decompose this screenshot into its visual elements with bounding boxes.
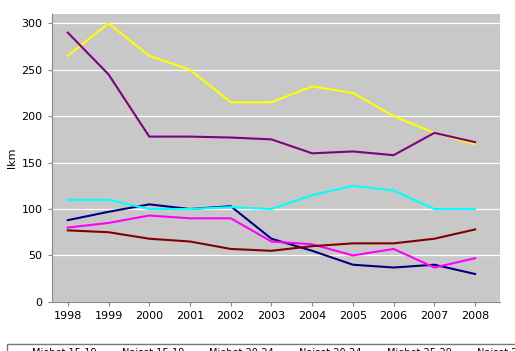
Naiset 25-29 <box>65 228 71 232</box>
Naiset 15-19 <box>106 221 112 225</box>
Naiset 20-24 <box>268 207 274 211</box>
Miehet 15-19 <box>65 218 71 222</box>
Miehet 15-19 <box>309 249 315 253</box>
Miehet 25-29 <box>350 149 356 153</box>
Legend: Miehet 15-19, Naiset 15-19, Miehet 20-24, Naiset 20-24, Miehet 25-29, Naiset 25-: Miehet 15-19, Naiset 15-19, Miehet 20-24… <box>7 344 515 351</box>
Naiset 20-24 <box>146 207 152 211</box>
Miehet 20-24 <box>228 100 234 104</box>
Naiset 20-24 <box>309 193 315 197</box>
Miehet 15-19 <box>350 263 356 267</box>
Miehet 25-29 <box>472 140 478 144</box>
Miehet 25-29 <box>187 134 193 139</box>
Miehet 25-29 <box>146 134 152 139</box>
Line: Miehet 20-24: Miehet 20-24 <box>68 23 475 144</box>
Naiset 25-29 <box>472 227 478 232</box>
Miehet 15-19 <box>390 265 397 270</box>
Naiset 20-24 <box>228 205 234 209</box>
Naiset 20-24 <box>350 184 356 188</box>
Naiset 15-19 <box>431 265 437 270</box>
Naiset 25-29 <box>146 237 152 241</box>
Miehet 15-19 <box>431 263 437 267</box>
Miehet 25-29 <box>431 131 437 135</box>
Naiset 25-29 <box>431 237 437 241</box>
Miehet 25-29 <box>390 153 397 157</box>
Naiset 15-19 <box>350 253 356 258</box>
Line: Miehet 15-19: Miehet 15-19 <box>68 204 475 274</box>
Naiset 15-19 <box>146 213 152 218</box>
Miehet 20-24 <box>309 84 315 88</box>
Naiset 25-29 <box>350 241 356 245</box>
Miehet 20-24 <box>187 68 193 72</box>
Naiset 15-19 <box>309 242 315 246</box>
Miehet 15-19 <box>472 272 478 276</box>
Naiset 20-24 <box>431 207 437 211</box>
Miehet 25-29 <box>65 31 71 35</box>
Naiset 25-29 <box>309 244 315 248</box>
Miehet 15-19 <box>106 210 112 214</box>
Miehet 15-19 <box>187 207 193 211</box>
Miehet 20-24 <box>65 54 71 58</box>
Miehet 20-24 <box>350 91 356 95</box>
Naiset 20-24 <box>65 198 71 202</box>
Naiset 25-29 <box>187 239 193 244</box>
Naiset 15-19 <box>187 216 193 220</box>
Miehet 20-24 <box>268 100 274 104</box>
Miehet 20-24 <box>472 142 478 146</box>
Miehet 25-29 <box>268 137 274 141</box>
Miehet 25-29 <box>106 72 112 77</box>
Naiset 20-24 <box>187 207 193 211</box>
Miehet 20-24 <box>390 114 397 118</box>
Naiset 15-19 <box>472 256 478 260</box>
Line: Naiset 20-24: Naiset 20-24 <box>68 186 475 209</box>
Naiset 20-24 <box>390 188 397 193</box>
Miehet 25-29 <box>309 151 315 155</box>
Naiset 25-29 <box>228 247 234 251</box>
Naiset 20-24 <box>106 198 112 202</box>
Line: Naiset 15-19: Naiset 15-19 <box>68 216 475 267</box>
Miehet 20-24 <box>146 54 152 58</box>
Naiset 25-29 <box>390 241 397 245</box>
Miehet 20-24 <box>106 21 112 25</box>
Miehet 15-19 <box>268 237 274 241</box>
Naiset 15-19 <box>228 216 234 220</box>
Y-axis label: lkm: lkm <box>7 148 17 168</box>
Miehet 20-24 <box>431 131 437 135</box>
Naiset 15-19 <box>390 247 397 251</box>
Miehet 15-19 <box>146 202 152 206</box>
Naiset 20-24 <box>472 207 478 211</box>
Naiset 15-19 <box>65 225 71 230</box>
Miehet 15-19 <box>228 204 234 208</box>
Naiset 25-29 <box>106 230 112 234</box>
Miehet 25-29 <box>228 135 234 140</box>
Line: Naiset 25-29: Naiset 25-29 <box>68 230 475 251</box>
Naiset 25-29 <box>268 249 274 253</box>
Line: Miehet 25-29: Miehet 25-29 <box>68 33 475 155</box>
Naiset 15-19 <box>268 239 274 244</box>
